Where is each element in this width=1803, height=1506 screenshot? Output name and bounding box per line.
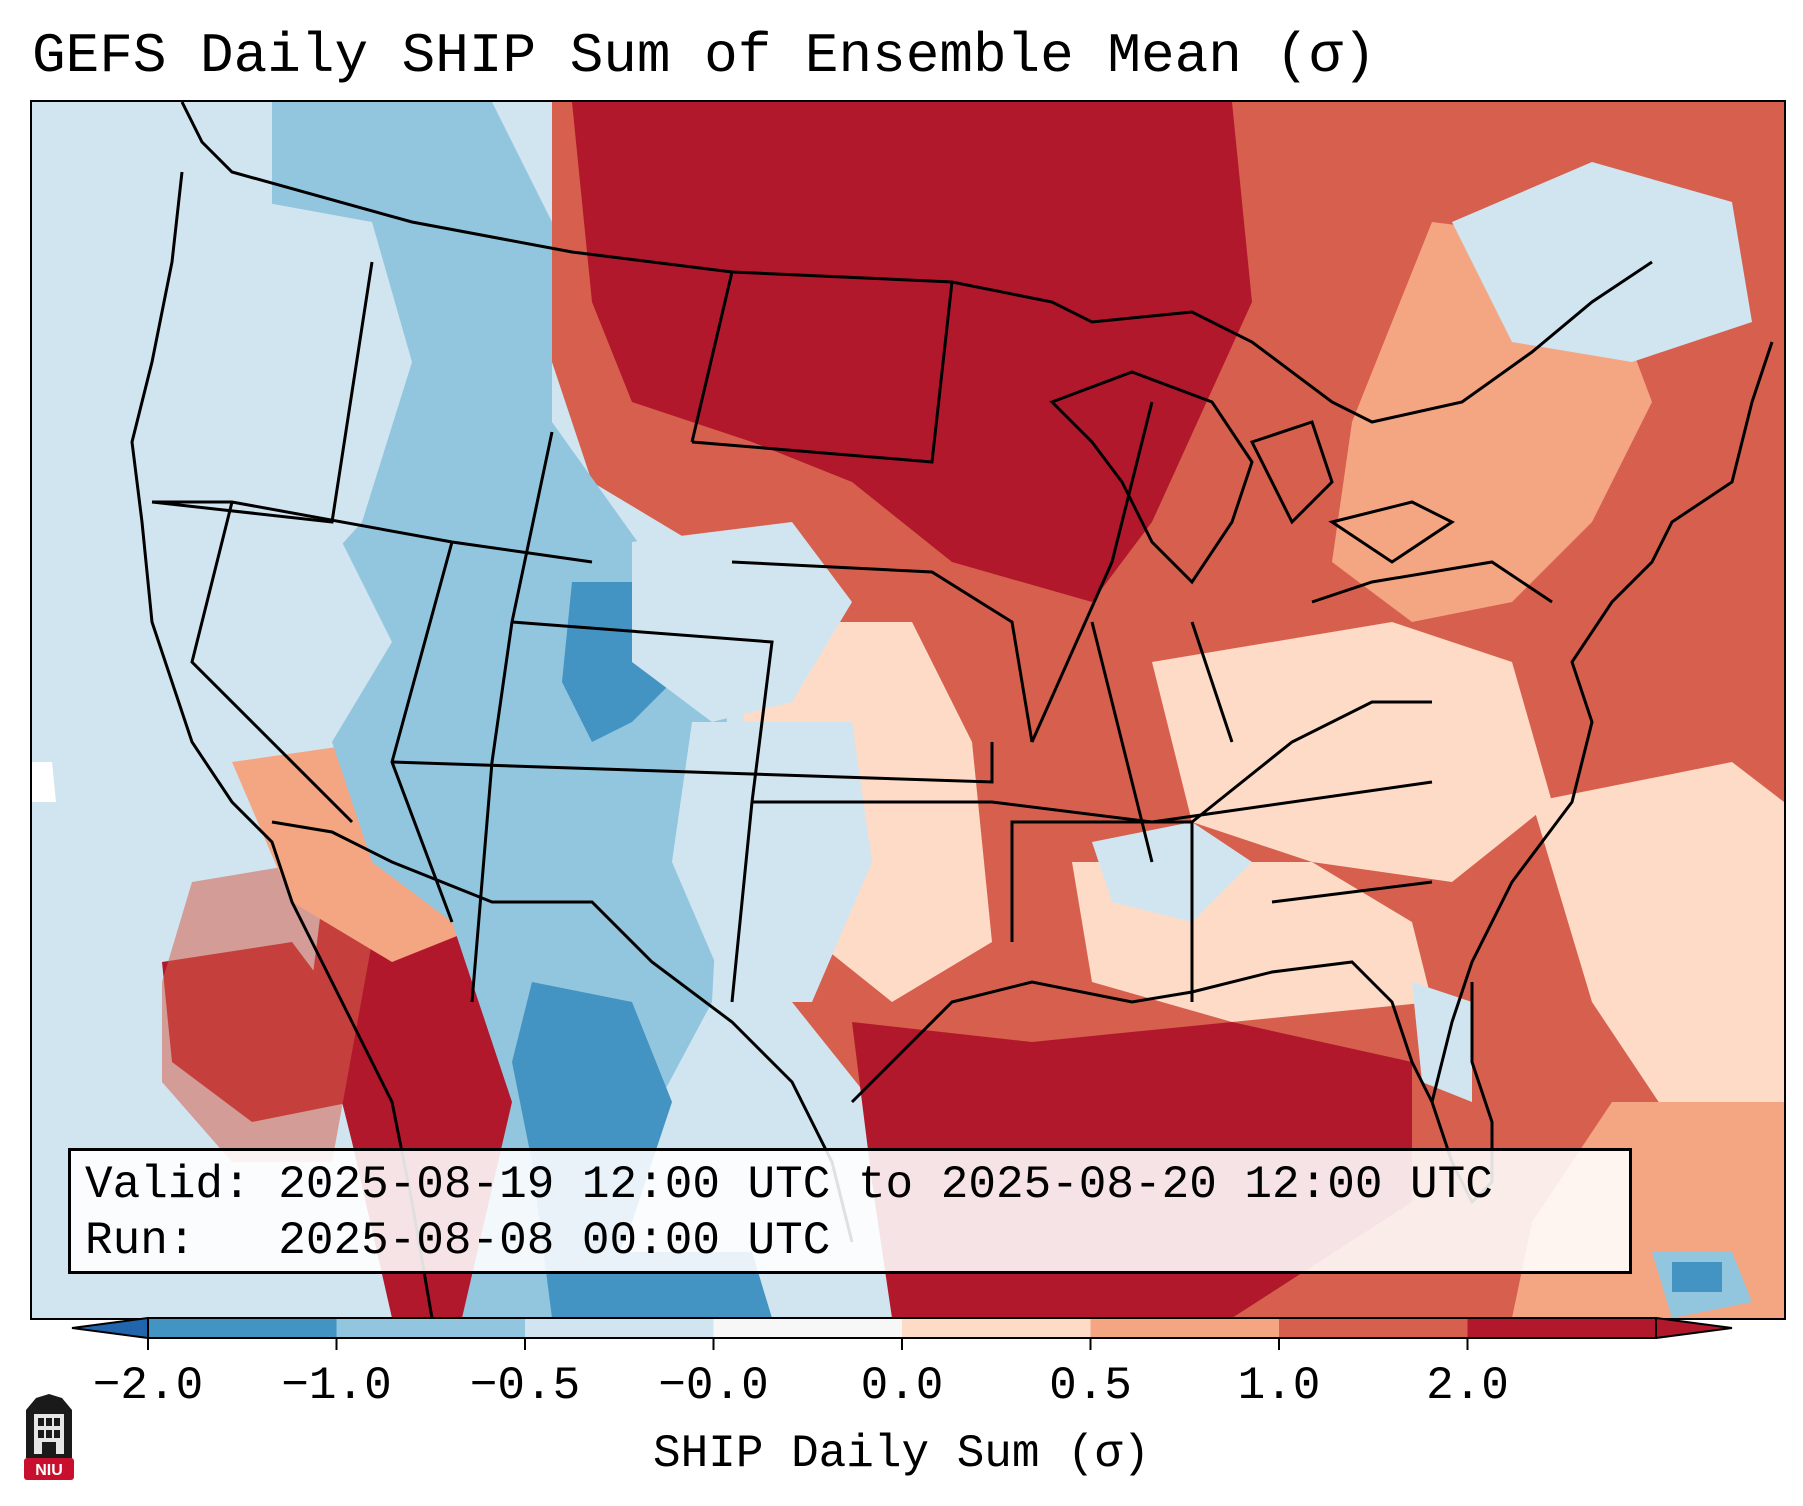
state-line — [1190, 621, 1234, 743]
anomaly-region — [632, 522, 852, 722]
colorbar-tick-label: 1.0 — [1237, 1360, 1321, 1412]
colorbar-tick-label: 0.0 — [860, 1360, 944, 1412]
colorbar-segment — [148, 1318, 337, 1338]
colorbar-segment — [902, 1318, 1091, 1338]
run-label: Run: — [85, 1215, 196, 1267]
mexico-border — [271, 820, 854, 1243]
state-line — [1191, 700, 1432, 824]
anomaly-region — [1092, 822, 1252, 922]
colorbar-tick-label: −0.5 — [469, 1360, 581, 1412]
colorbar-tick-label: −2.0 — [92, 1360, 204, 1412]
colorbar-label: SHIP Daily Sum (σ) — [653, 1428, 1150, 1480]
colorbar-segment — [713, 1318, 903, 1338]
anomaly-region — [572, 102, 1252, 602]
state-line — [190, 501, 354, 824]
anomaly-region — [162, 862, 372, 1162]
state-line — [152, 500, 593, 564]
colorbar-extend-high — [1656, 1318, 1732, 1338]
state-line — [690, 271, 734, 443]
map-panel: Valid: 2025-08-19 12:00 UTC to 2025-08-2… — [30, 100, 1786, 1320]
great-lakes — [1049, 370, 1455, 585]
state-line — [151, 261, 374, 524]
colorbar-segment — [336, 1318, 526, 1338]
state-line — [1090, 621, 1154, 863]
colorbar-outline-low — [71, 1317, 149, 1339]
colorbar-tick-label: −1.0 — [281, 1360, 392, 1412]
colorbar — [71, 1317, 1733, 1350]
state-line — [1030, 401, 1154, 743]
anomaly-region — [1532, 762, 1784, 1122]
colorbar-ticks — [147, 1338, 1469, 1350]
state-line — [1311, 560, 1553, 604]
colorbar-tick-label: 0.5 — [1049, 1360, 1132, 1412]
anomaly-region — [142, 182, 412, 622]
colorbar-segment — [1279, 1318, 1468, 1338]
map-canvas — [32, 102, 1784, 1318]
anomaly-region — [1672, 1262, 1722, 1292]
anomaly-region — [672, 722, 872, 1002]
colorbar-tick-label: −0.0 — [658, 1360, 769, 1412]
colorbar-segment — [525, 1318, 714, 1338]
state-line — [731, 560, 1034, 743]
colorbar-extend-low — [72, 1318, 148, 1338]
state-line — [1271, 880, 1433, 904]
country-border — [180, 102, 1653, 424]
colorbar-outline-high — [1655, 1317, 1733, 1339]
valid-label: Valid: — [85, 1159, 251, 1211]
colorbar-segment — [1467, 1318, 1657, 1338]
west-coast — [130, 171, 434, 1318]
east-coast — [1430, 341, 1774, 1103]
valid-value: 2025-08-19 12:00 UTC to 2025-08-20 12:00… — [278, 1159, 1493, 1211]
state-line — [730, 801, 754, 1003]
niu-logo: NIU — [24, 1394, 74, 1480]
state-line — [752, 780, 1433, 824]
colorbar-segment — [1090, 1318, 1280, 1338]
missing-data-patch — [32, 762, 56, 802]
logo-text: NIU — [35, 1462, 63, 1479]
chart-title: GEFS Daily SHIP Sum of Ensemble Mean (σ) — [32, 24, 1377, 88]
state-line — [1010, 820, 1194, 1002]
state-line — [511, 620, 774, 803]
state-line — [470, 431, 554, 1003]
run-info-box: Valid: 2025-08-19 12:00 UTC to 2025-08-2… — [68, 1148, 1632, 1274]
state-borders — [130, 102, 1774, 1318]
run-value: 2025-08-08 00:00 UTC — [278, 1215, 831, 1267]
anomaly-region — [1452, 162, 1752, 362]
colorbar-segments — [148, 1318, 1657, 1338]
colorbar-tick-label: 2.0 — [1426, 1360, 1509, 1412]
anomaly-region — [1152, 622, 1552, 882]
anomaly-region — [1412, 982, 1472, 1102]
state-line — [691, 281, 954, 464]
state-line — [391, 742, 994, 784]
